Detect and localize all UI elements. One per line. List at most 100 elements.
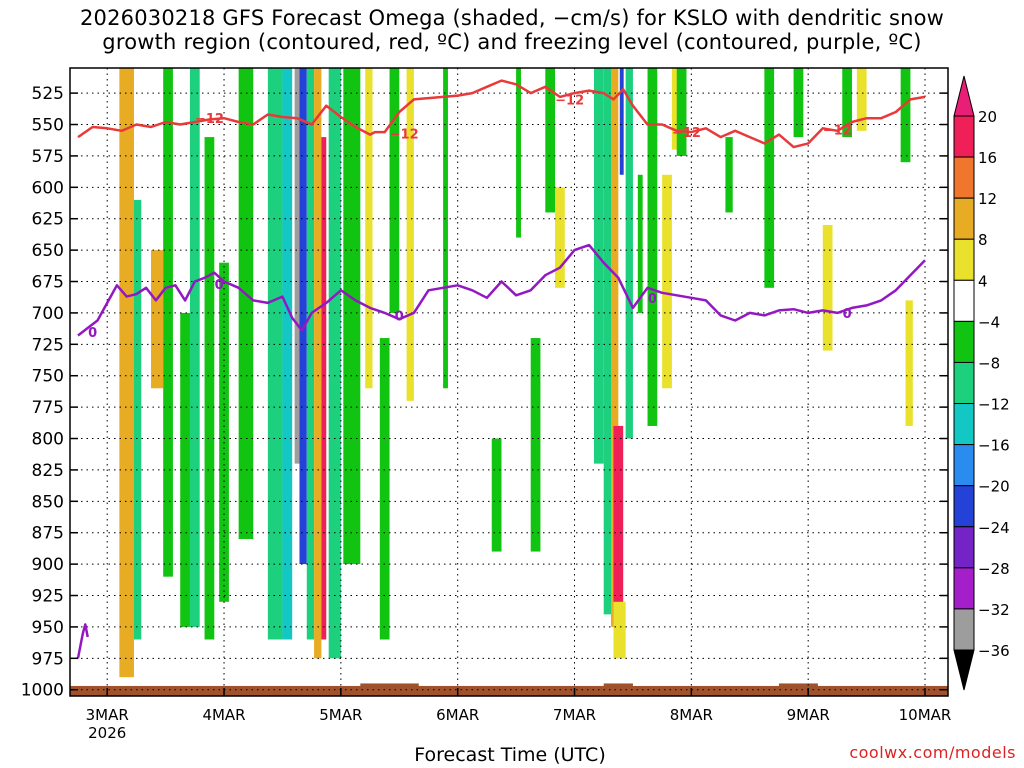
- colorbar-band-0: [953, 115, 975, 158]
- colorbar-label-2: 12: [978, 190, 997, 208]
- terrain-base: [70, 685, 948, 696]
- contour-label-6: 0: [215, 278, 224, 293]
- omega-cell-9: [238, 68, 254, 539]
- y-tick-label-775: 775: [32, 398, 64, 418]
- contour-label-0: −12: [195, 112, 224, 127]
- contour-label-3: −12: [672, 126, 701, 141]
- x-tick-sublabel-3MAR: 2026: [88, 724, 126, 742]
- x-tick-label-6MAR: 6MAR: [436, 706, 479, 724]
- colorbar-band-6: [953, 361, 975, 405]
- temperature-contours: [76, 79, 926, 659]
- colorbar-label-5: −4: [978, 313, 1000, 331]
- x-tick-label-9MAR: 9MAR: [787, 706, 830, 724]
- omega-cell-16: [321, 137, 327, 640]
- omega-cell-47: [900, 68, 911, 163]
- y-tick-label-600: 600: [32, 178, 64, 198]
- x-tick-label-7MAR: 7MAR: [553, 706, 596, 724]
- omega-cell-42: [764, 68, 775, 288]
- omega-cell-31: [611, 68, 619, 627]
- colorbar-label-12: −32: [978, 601, 1010, 619]
- omega-cell-21: [389, 68, 400, 313]
- omega-cell-2: [133, 199, 142, 640]
- contour-label-8: 0: [648, 292, 657, 307]
- colorbar-band-11: [953, 567, 975, 610]
- colorbar-band-3: [953, 238, 975, 281]
- colorbar-bottom-arrow: [953, 649, 975, 691]
- omega-cell-43: [793, 68, 804, 138]
- colorbar-top-arrow: [953, 75, 975, 117]
- omega-cell-11: [282, 68, 293, 640]
- omega-cell-4: [163, 68, 173, 577]
- y-tick-label-975: 975: [32, 649, 64, 669]
- omega-cell-36: [637, 174, 643, 313]
- y-tick-label-550: 550: [32, 116, 64, 136]
- omega-cell-37: [647, 68, 658, 426]
- y-tick-label-825: 825: [32, 461, 64, 481]
- omega-cell-10: [267, 68, 283, 640]
- omega-cell-32: [613, 425, 624, 627]
- y-tick-label-875: 875: [32, 524, 64, 544]
- colorbar-band-9: [953, 485, 975, 528]
- colorbar-band-2: [953, 197, 975, 240]
- omega-cell-3: [151, 250, 164, 389]
- grid-lines: [70, 68, 948, 696]
- y-tick-label-800: 800: [32, 430, 64, 450]
- colorbar-label-4: 4: [978, 272, 988, 290]
- colorbar-band-7: [953, 403, 975, 446]
- colorbar-label-1: 16: [978, 149, 997, 167]
- y-tick-label-850: 850: [32, 492, 64, 512]
- omega-cell-23: [443, 68, 448, 389]
- plot-background: [70, 68, 948, 696]
- y-axis: 525 550 575 600 625 650 675 700 725 750 775 800 825 8…: [21, 84, 948, 701]
- omega-cell-13: [299, 68, 307, 565]
- y-tick-label-650: 650: [32, 241, 64, 261]
- omega-cell-26: [530, 338, 541, 552]
- y-tick-label-725: 725: [32, 335, 64, 355]
- colorbar-label-8: −16: [978, 437, 1010, 455]
- y-tick-label-750: 750: [32, 367, 64, 387]
- omega-cell-15: [314, 68, 322, 659]
- omega-cell-46: [856, 68, 867, 131]
- omega-cell-33: [613, 601, 626, 659]
- colorbar-label-6: −8: [978, 354, 1000, 372]
- colorbar-label-3: 8: [978, 231, 988, 249]
- x-axis-label: Forecast Time (UTC): [414, 744, 606, 766]
- x-tick-label-4MAR: 4MAR: [202, 706, 245, 724]
- x-tick-label-10MAR: 10MAR: [899, 706, 952, 724]
- omega-cell-14: [306, 68, 315, 640]
- contour-label-9: 0: [843, 307, 852, 322]
- omega-cell-30: [603, 68, 612, 615]
- terrain-bump-1: [603, 683, 633, 696]
- omega-cell-41: [725, 137, 733, 213]
- omega-cell-27: [545, 68, 556, 213]
- omega-cell-34: [619, 68, 624, 175]
- omega-cell-35: [625, 68, 633, 439]
- colorbar: 20 16 12 8 4 −4 −8 −12 −16 −20 −24 −28 −32 −36: [953, 75, 1010, 691]
- omega-shading: [119, 68, 913, 678]
- y-tick-label-625: 625: [32, 210, 64, 230]
- omega-cell-29: [593, 68, 604, 464]
- colorbar-label-11: −28: [978, 560, 1010, 578]
- x-tick-label-5MAR: 5MAR: [319, 706, 362, 724]
- contour-label-4: −12: [823, 124, 852, 139]
- colorbar-label-13: −36: [978, 642, 1010, 660]
- omega-cell-25: [516, 68, 521, 238]
- omega-cell-12: [294, 68, 300, 464]
- colorbar-label-10: −24: [978, 519, 1010, 537]
- colorbar-band-10: [953, 526, 975, 569]
- contour-label-1: −12: [390, 127, 419, 142]
- title-line-1: 2026030218 GFS Forecast Omega (shaded, −…: [79, 6, 945, 30]
- omega-cell-19: [365, 68, 373, 389]
- omega-cell-18: [343, 68, 361, 565]
- omega-cell-7: [204, 137, 215, 640]
- terrain-bump-2: [778, 683, 818, 696]
- omega-cell-6: [189, 68, 200, 627]
- omega-cell-24: [491, 438, 502, 552]
- omega-cell-38: [662, 174, 672, 389]
- colorbar-label-0: 20: [978, 108, 997, 126]
- contour-line-1: [77, 243, 926, 337]
- x-tick-label-3MAR: 3MAR: [86, 706, 129, 724]
- omega-cell-20: [379, 338, 390, 640]
- colorbar-band-4: [953, 279, 975, 322]
